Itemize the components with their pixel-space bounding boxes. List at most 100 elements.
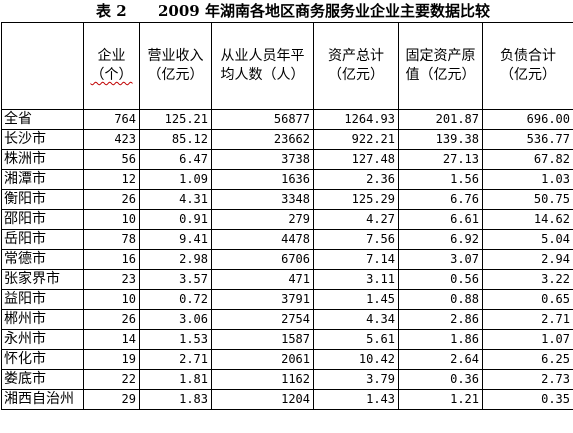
region-name-cell: 衡阳市 [1,189,84,210]
value-cell: 0.56 [398,269,483,290]
value-cell: 3.22 [482,269,573,290]
value-cell: 1587 [211,329,314,350]
value-cell: 23 [83,269,140,290]
value-cell: 1264.93 [313,109,399,130]
value-cell: 1.56 [398,169,483,190]
value-cell: 4.31 [139,189,212,210]
value-cell: 3.06 [139,309,212,330]
header-line: 负债合计 [500,48,556,64]
table-row: 张家界市 23 3.57 471 3.11 0.56 3.22 [1,269,573,290]
header-line: 企业 [97,48,126,64]
value-cell: 4.34 [313,309,399,330]
value-cell: 3.79 [313,369,399,390]
value-cell: 127.48 [313,149,399,170]
region-name-cell: 长沙市 [1,129,84,150]
value-cell: 0.72 [139,289,212,310]
region-name-cell: 湘潭市 [1,169,84,190]
value-cell: 2.71 [139,349,212,370]
value-cell: 19 [83,349,140,370]
header-line: （亿元） [147,67,204,83]
value-cell: 1.53 [139,329,212,350]
value-cell: 2.64 [398,349,483,370]
value-cell: 2.86 [398,309,483,330]
value-cell: 1.09 [139,169,212,190]
table-row: 郴州市 26 3.06 2754 4.34 2.86 2.71 [1,309,573,330]
value-cell: 139.38 [398,129,483,150]
value-cell: 23662 [211,129,314,150]
header-line: 从业人员年平 [220,48,305,64]
value-cell: 2.36 [313,169,399,190]
header-cell-employees: 从业人员年平 均人数（人） [211,22,314,110]
value-cell: 1.21 [398,389,483,410]
value-cell: 14 [83,329,140,350]
value-cell: 7.14 [313,249,399,270]
value-cell: 4478 [211,229,314,250]
value-cell: 1.83 [139,389,212,410]
value-cell: 16 [83,249,140,270]
value-cell: 201.87 [398,109,483,130]
header-line: 固定资产原 [405,48,476,64]
value-cell: 0.36 [398,369,483,390]
value-cell: 423 [83,129,140,150]
value-cell: 2.94 [482,249,573,270]
region-name-cell: 娄底市 [1,369,84,390]
value-cell: 3.07 [398,249,483,270]
region-name-cell: 张家界市 [1,269,84,290]
value-cell: 6706 [211,249,314,270]
table-number: 表 2 [96,2,127,20]
table-row: 全省 764 125.21 56877 1264.93 201.87 696.00 [1,109,573,130]
value-cell: 29 [83,389,140,410]
value-cell: 56 [83,149,140,170]
table-title: 2009 年湖南各地区商务服务业企业主要数据比较 [158,2,490,20]
value-cell: 14.62 [482,209,573,230]
table-row: 衡阳市 26 4.31 3348 125.29 6.76 50.75 [1,189,573,210]
header-line: 值（亿元） [405,67,476,83]
value-cell: 5.61 [313,329,399,350]
header-line: （亿元） [500,67,556,83]
header-cell-total-assets: 资产总计 （亿元） [313,22,399,110]
header-line: （亿元） [328,67,384,83]
value-cell: 10 [83,289,140,310]
value-cell: 1.81 [139,369,212,390]
value-cell: 0.91 [139,209,212,230]
value-cell: 125.29 [313,189,399,210]
value-cell: 56877 [211,109,314,130]
table-row: 邵阳市 10 0.91 279 4.27 6.61 14.62 [1,209,573,230]
region-name-cell: 全省 [1,109,84,130]
header-line: 营业收入 [147,48,204,64]
value-cell: 4.27 [313,209,399,230]
region-name-cell: 益阳市 [1,289,84,310]
table-row: 株洲市 56 6.47 3738 127.48 27.13 67.82 [1,149,573,170]
value-cell: 2.71 [482,309,573,330]
value-cell: 1.07 [482,329,573,350]
value-cell: 12 [83,169,140,190]
value-cell: 26 [83,309,140,330]
value-cell: 3791 [211,289,314,310]
header-cell-revenue: 营业收入 （亿元） [139,22,212,110]
value-cell: 7.56 [313,229,399,250]
header-cell-region [1,22,84,110]
value-cell: 6.92 [398,229,483,250]
value-cell: 67.82 [482,149,573,170]
table-row: 娄底市 22 1.81 1162 3.79 0.36 2.73 [1,369,573,390]
header-row: 企业 （个） 营业收入 （亿元） 从业人员年平 均人数（人） 资产总计 （亿元）… [1,22,573,110]
header-line: （个） [90,67,133,83]
value-cell: 6.47 [139,149,212,170]
value-cell: 2754 [211,309,314,330]
table-row: 永州市 14 1.53 1587 5.61 1.86 1.07 [1,329,573,350]
region-name-cell: 株洲市 [1,149,84,170]
value-cell: 3738 [211,149,314,170]
table-caption: 表 2 2009 年湖南各地区商务服务业企业主要数据比较 [0,0,573,22]
value-cell: 9.41 [139,229,212,250]
value-cell: 10.42 [313,349,399,370]
value-cell: 471 [211,269,314,290]
value-cell: 0.88 [398,289,483,310]
value-cell: 1.43 [313,389,399,410]
value-cell: 50.75 [482,189,573,210]
value-cell: 27.13 [398,149,483,170]
data-table: 企业 （个） 营业收入 （亿元） 从业人员年平 均人数（人） 资产总计 （亿元）… [1,22,573,410]
value-cell: 5.04 [482,229,573,250]
value-cell: 2061 [211,349,314,370]
table-row: 长沙市 423 85.12 23662 922.21 139.38 536.77 [1,129,573,150]
value-cell: 1.03 [482,169,573,190]
